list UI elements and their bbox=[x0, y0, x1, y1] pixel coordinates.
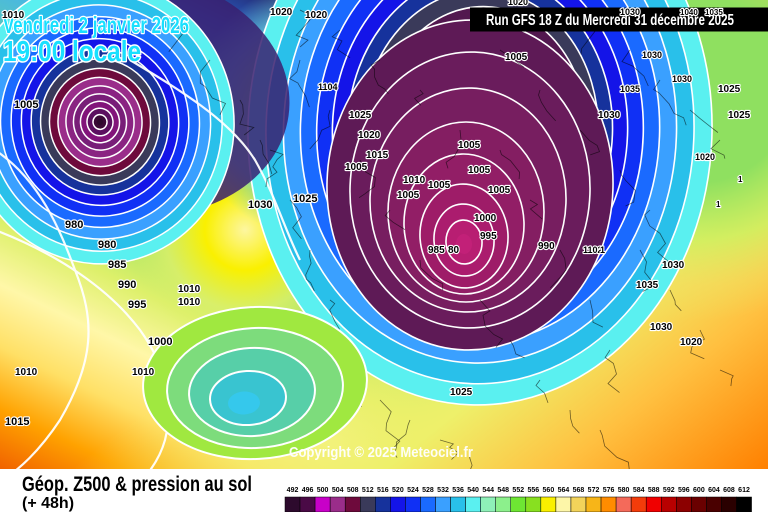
svg-text:1: 1 bbox=[600, 245, 605, 255]
svg-text:1025: 1025 bbox=[450, 387, 473, 398]
svg-text:1020: 1020 bbox=[305, 10, 328, 21]
svg-text:536: 536 bbox=[452, 487, 464, 494]
svg-text:1010: 1010 bbox=[403, 175, 426, 186]
svg-text:1030: 1030 bbox=[672, 74, 692, 84]
svg-text:1020: 1020 bbox=[508, 0, 528, 7]
svg-text:1005: 1005 bbox=[345, 162, 368, 173]
svg-text:1030: 1030 bbox=[642, 50, 662, 60]
svg-text:584: 584 bbox=[633, 487, 645, 494]
svg-text:572: 572 bbox=[588, 487, 600, 494]
svg-text:568: 568 bbox=[573, 487, 585, 494]
svg-text:520: 520 bbox=[392, 487, 404, 494]
svg-text:580: 580 bbox=[618, 487, 630, 494]
svg-text:Géop. Z500 & pression au sol: Géop. Z500 & pression au sol bbox=[22, 473, 252, 496]
svg-text:1005: 1005 bbox=[458, 140, 481, 151]
svg-text:1030: 1030 bbox=[248, 199, 272, 211]
svg-text:508: 508 bbox=[347, 487, 359, 494]
svg-text:995: 995 bbox=[128, 299, 146, 311]
svg-text:1040: 1040 bbox=[680, 8, 698, 17]
svg-text:528: 528 bbox=[422, 487, 434, 494]
svg-text:985: 985 bbox=[428, 245, 445, 256]
svg-text:596: 596 bbox=[678, 487, 690, 494]
svg-text:1025: 1025 bbox=[349, 110, 372, 121]
svg-text:80: 80 bbox=[448, 245, 460, 256]
svg-text:1010: 1010 bbox=[2, 10, 25, 21]
svg-text:600: 600 bbox=[693, 487, 705, 494]
svg-text:1020: 1020 bbox=[680, 337, 703, 348]
svg-text:995: 995 bbox=[480, 231, 497, 242]
svg-text:19:00 locale: 19:00 locale bbox=[3, 36, 141, 68]
svg-text:980: 980 bbox=[98, 239, 116, 251]
svg-text:985: 985 bbox=[108, 259, 126, 271]
svg-text:1015: 1015 bbox=[366, 150, 389, 161]
svg-text:1000: 1000 bbox=[474, 213, 497, 224]
svg-text:532: 532 bbox=[437, 487, 449, 494]
svg-text:1005: 1005 bbox=[505, 52, 528, 63]
svg-text:1000: 1000 bbox=[148, 336, 172, 348]
svg-text:980: 980 bbox=[65, 219, 83, 231]
svg-text:1005: 1005 bbox=[397, 190, 420, 201]
svg-text:1010: 1010 bbox=[15, 367, 38, 378]
svg-text:576: 576 bbox=[603, 487, 615, 494]
svg-text:512: 512 bbox=[362, 487, 374, 494]
svg-text:1005: 1005 bbox=[428, 180, 451, 191]
svg-text:1005: 1005 bbox=[468, 165, 491, 176]
svg-text:1010: 1010 bbox=[178, 284, 201, 295]
svg-text:560: 560 bbox=[543, 487, 555, 494]
svg-text:1025: 1025 bbox=[718, 84, 741, 95]
svg-text:1005: 1005 bbox=[14, 99, 38, 111]
svg-text:548: 548 bbox=[497, 487, 509, 494]
svg-text:552: 552 bbox=[512, 487, 524, 494]
svg-text:556: 556 bbox=[527, 487, 539, 494]
svg-text:544: 544 bbox=[482, 487, 494, 494]
svg-text:608: 608 bbox=[723, 487, 735, 494]
svg-text:1: 1 bbox=[738, 175, 743, 184]
svg-text:1005: 1005 bbox=[488, 185, 511, 196]
svg-text:1010: 1010 bbox=[132, 367, 155, 378]
svg-text:612: 612 bbox=[738, 487, 750, 494]
svg-text:1010: 1010 bbox=[178, 297, 201, 308]
svg-text:1035: 1035 bbox=[620, 84, 640, 94]
svg-text:492: 492 bbox=[287, 487, 299, 494]
svg-text:Copyright © 2025 Meteociel.fr: Copyright © 2025 Meteociel.fr bbox=[289, 445, 473, 461]
svg-text:1030: 1030 bbox=[662, 260, 685, 271]
svg-text:1104: 1104 bbox=[318, 82, 338, 92]
svg-text:1: 1 bbox=[716, 200, 721, 209]
svg-text:496: 496 bbox=[302, 487, 314, 494]
svg-text:1035: 1035 bbox=[636, 280, 659, 291]
svg-text:1030: 1030 bbox=[598, 110, 621, 121]
svg-text:524: 524 bbox=[407, 487, 419, 494]
svg-text:1020: 1020 bbox=[270, 7, 293, 18]
svg-text:1030: 1030 bbox=[620, 7, 640, 17]
svg-text:564: 564 bbox=[558, 487, 570, 494]
svg-text:990: 990 bbox=[538, 241, 555, 252]
svg-text:604: 604 bbox=[708, 487, 720, 494]
svg-text:(+ 48h): (+ 48h) bbox=[22, 495, 74, 512]
svg-text:1025: 1025 bbox=[728, 110, 751, 121]
svg-text:1015: 1015 bbox=[5, 416, 29, 428]
svg-text:592: 592 bbox=[663, 487, 675, 494]
svg-text:990: 990 bbox=[118, 279, 136, 291]
svg-text:1030: 1030 bbox=[650, 322, 673, 333]
svg-text:516: 516 bbox=[377, 487, 389, 494]
svg-text:540: 540 bbox=[467, 487, 479, 494]
svg-text:1020: 1020 bbox=[695, 152, 715, 162]
svg-text:Vendredi 2 janvier 2026: Vendredi 2 janvier 2026 bbox=[3, 12, 189, 38]
svg-text:1025: 1025 bbox=[293, 193, 317, 205]
svg-text:500: 500 bbox=[317, 487, 329, 494]
svg-text:504: 504 bbox=[332, 487, 344, 494]
svg-text:1035: 1035 bbox=[705, 8, 723, 17]
svg-text:1020: 1020 bbox=[358, 130, 381, 141]
svg-text:588: 588 bbox=[648, 487, 660, 494]
